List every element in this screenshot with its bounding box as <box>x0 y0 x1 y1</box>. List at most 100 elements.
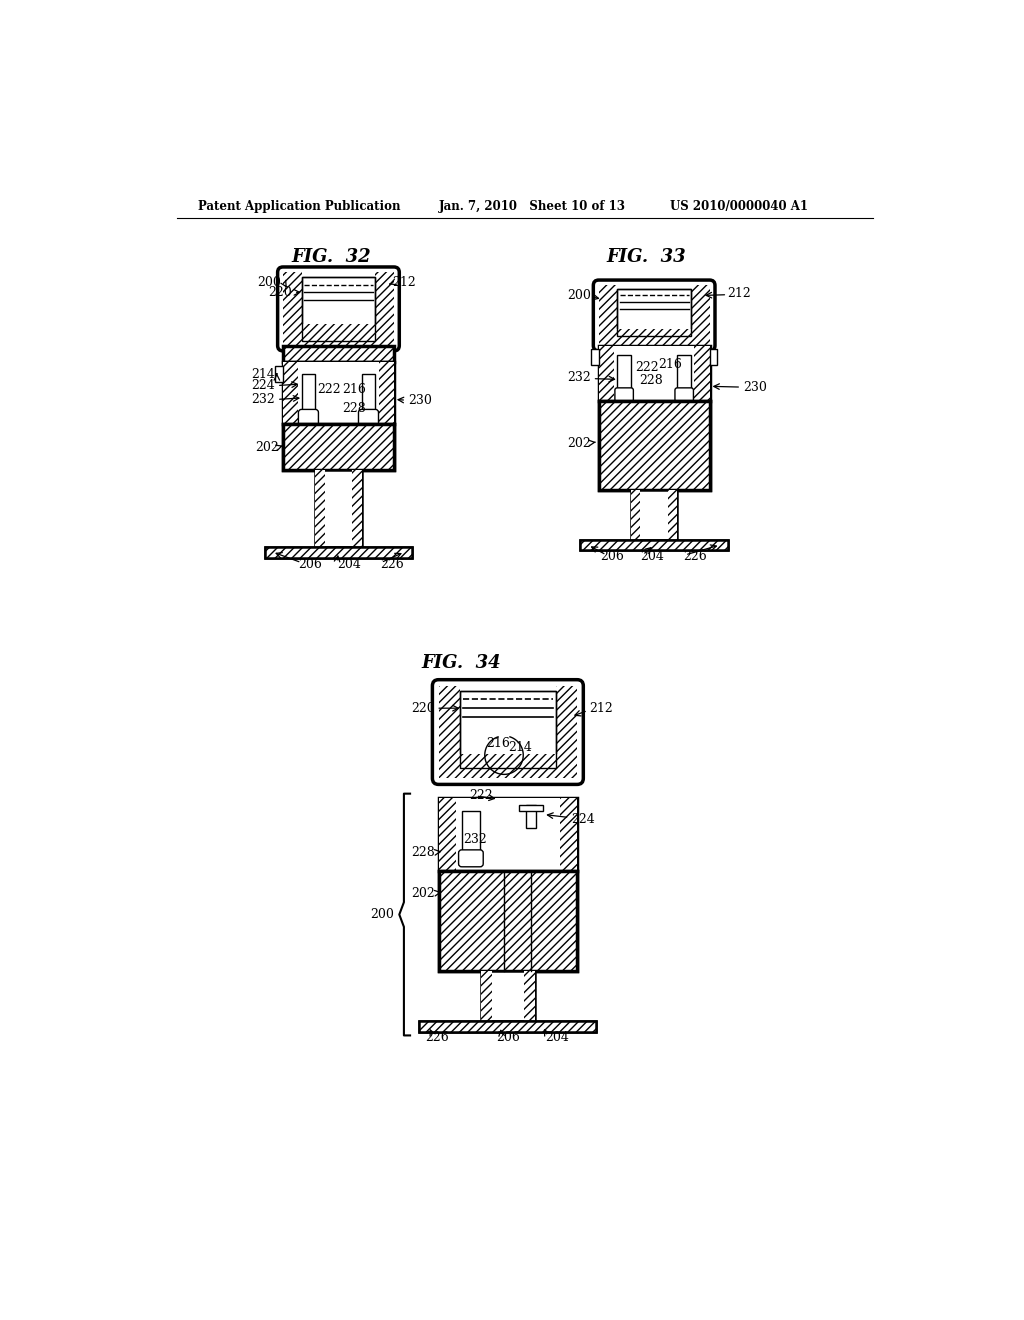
Text: 220: 220 <box>268 286 292 298</box>
FancyBboxPatch shape <box>459 850 483 867</box>
Bar <box>631 490 640 540</box>
FancyBboxPatch shape <box>432 680 584 784</box>
Bar <box>556 686 578 779</box>
Bar <box>275 367 283 381</box>
Bar <box>419 1020 596 1032</box>
Bar <box>283 346 394 363</box>
Bar <box>283 424 394 470</box>
Text: 222: 222 <box>469 788 493 801</box>
Bar <box>283 272 301 346</box>
Bar <box>283 323 394 346</box>
Text: 204: 204 <box>545 1031 568 1044</box>
Text: 226: 226 <box>683 550 708 564</box>
Bar <box>283 363 394 424</box>
Text: 232: 232 <box>567 371 591 384</box>
Text: 230: 230 <box>408 395 432 408</box>
Text: 206: 206 <box>600 550 625 564</box>
Text: 202: 202 <box>255 441 280 454</box>
Text: Patent Application Publication: Patent Application Publication <box>199 199 400 213</box>
Bar <box>438 797 578 871</box>
FancyBboxPatch shape <box>298 409 318 426</box>
Bar <box>481 970 492 1020</box>
Text: 222: 222 <box>316 383 341 396</box>
Bar <box>264 548 413 558</box>
Text: 228: 228 <box>342 403 366 416</box>
Bar <box>361 374 376 414</box>
Bar <box>518 805 544 812</box>
Text: 216: 216 <box>486 737 510 750</box>
Bar <box>301 374 315 414</box>
Bar <box>264 548 413 558</box>
Bar <box>614 346 694 401</box>
Text: Jan. 7, 2010   Sheet 10 of 13: Jan. 7, 2010 Sheet 10 of 13 <box>438 199 626 213</box>
Bar <box>438 871 578 970</box>
Text: 214: 214 <box>252 368 275 381</box>
Text: FIG.  33: FIG. 33 <box>606 248 686 265</box>
Bar <box>525 805 537 829</box>
Text: 228: 228 <box>639 374 663 387</box>
Text: 214: 214 <box>508 741 531 754</box>
Text: 216: 216 <box>658 358 682 371</box>
Text: 202: 202 <box>411 887 435 900</box>
Bar <box>456 797 560 871</box>
Bar <box>599 329 710 346</box>
Bar <box>668 490 677 540</box>
Bar <box>599 346 614 401</box>
Bar <box>710 350 717 364</box>
Text: FIG.  34: FIG. 34 <box>422 653 502 672</box>
Text: 212: 212 <box>589 702 612 715</box>
Bar <box>691 285 710 346</box>
Bar <box>438 754 578 779</box>
Bar <box>264 548 413 558</box>
Text: 222: 222 <box>635 360 658 374</box>
Text: 228: 228 <box>411 846 435 859</box>
Bar <box>438 871 578 970</box>
Bar <box>631 490 677 540</box>
Text: 200: 200 <box>371 908 394 921</box>
Text: 206: 206 <box>497 1031 520 1044</box>
Bar <box>591 350 599 364</box>
Bar <box>298 363 379 424</box>
Bar <box>376 272 394 346</box>
Text: 204: 204 <box>337 557 360 570</box>
Bar <box>617 355 631 392</box>
Bar <box>438 686 460 779</box>
Text: 232: 232 <box>252 393 275 407</box>
Text: 216: 216 <box>342 383 367 396</box>
Bar <box>379 363 394 424</box>
Bar <box>617 289 691 335</box>
Bar <box>283 424 394 470</box>
Bar <box>419 1020 596 1032</box>
Bar <box>460 692 556 768</box>
Text: 224: 224 <box>571 813 595 825</box>
Bar <box>694 346 710 401</box>
Text: 220: 220 <box>411 702 435 714</box>
FancyBboxPatch shape <box>358 409 379 426</box>
Bar <box>283 363 298 424</box>
Bar <box>460 692 556 768</box>
FancyBboxPatch shape <box>593 280 715 351</box>
Bar <box>581 540 728 550</box>
Text: 224: 224 <box>252 379 275 392</box>
Bar <box>599 285 617 346</box>
Text: 204: 204 <box>640 550 665 564</box>
Bar <box>481 970 535 1020</box>
FancyBboxPatch shape <box>675 388 693 401</box>
Text: 200: 200 <box>567 289 591 302</box>
Text: 226: 226 <box>425 1031 450 1044</box>
Bar <box>301 277 376 341</box>
Bar <box>315 470 361 548</box>
Text: 230: 230 <box>742 381 767 395</box>
FancyBboxPatch shape <box>278 267 399 351</box>
Bar <box>581 540 728 550</box>
Text: 200: 200 <box>258 276 282 289</box>
Text: 212: 212 <box>392 276 416 289</box>
Text: 212: 212 <box>727 286 751 300</box>
Text: 206: 206 <box>298 557 323 570</box>
Text: US 2010/0000040 A1: US 2010/0000040 A1 <box>670 199 808 213</box>
Bar <box>581 540 728 550</box>
Bar <box>677 355 691 392</box>
Bar <box>438 797 456 871</box>
Bar <box>315 470 325 548</box>
Bar <box>599 401 710 490</box>
